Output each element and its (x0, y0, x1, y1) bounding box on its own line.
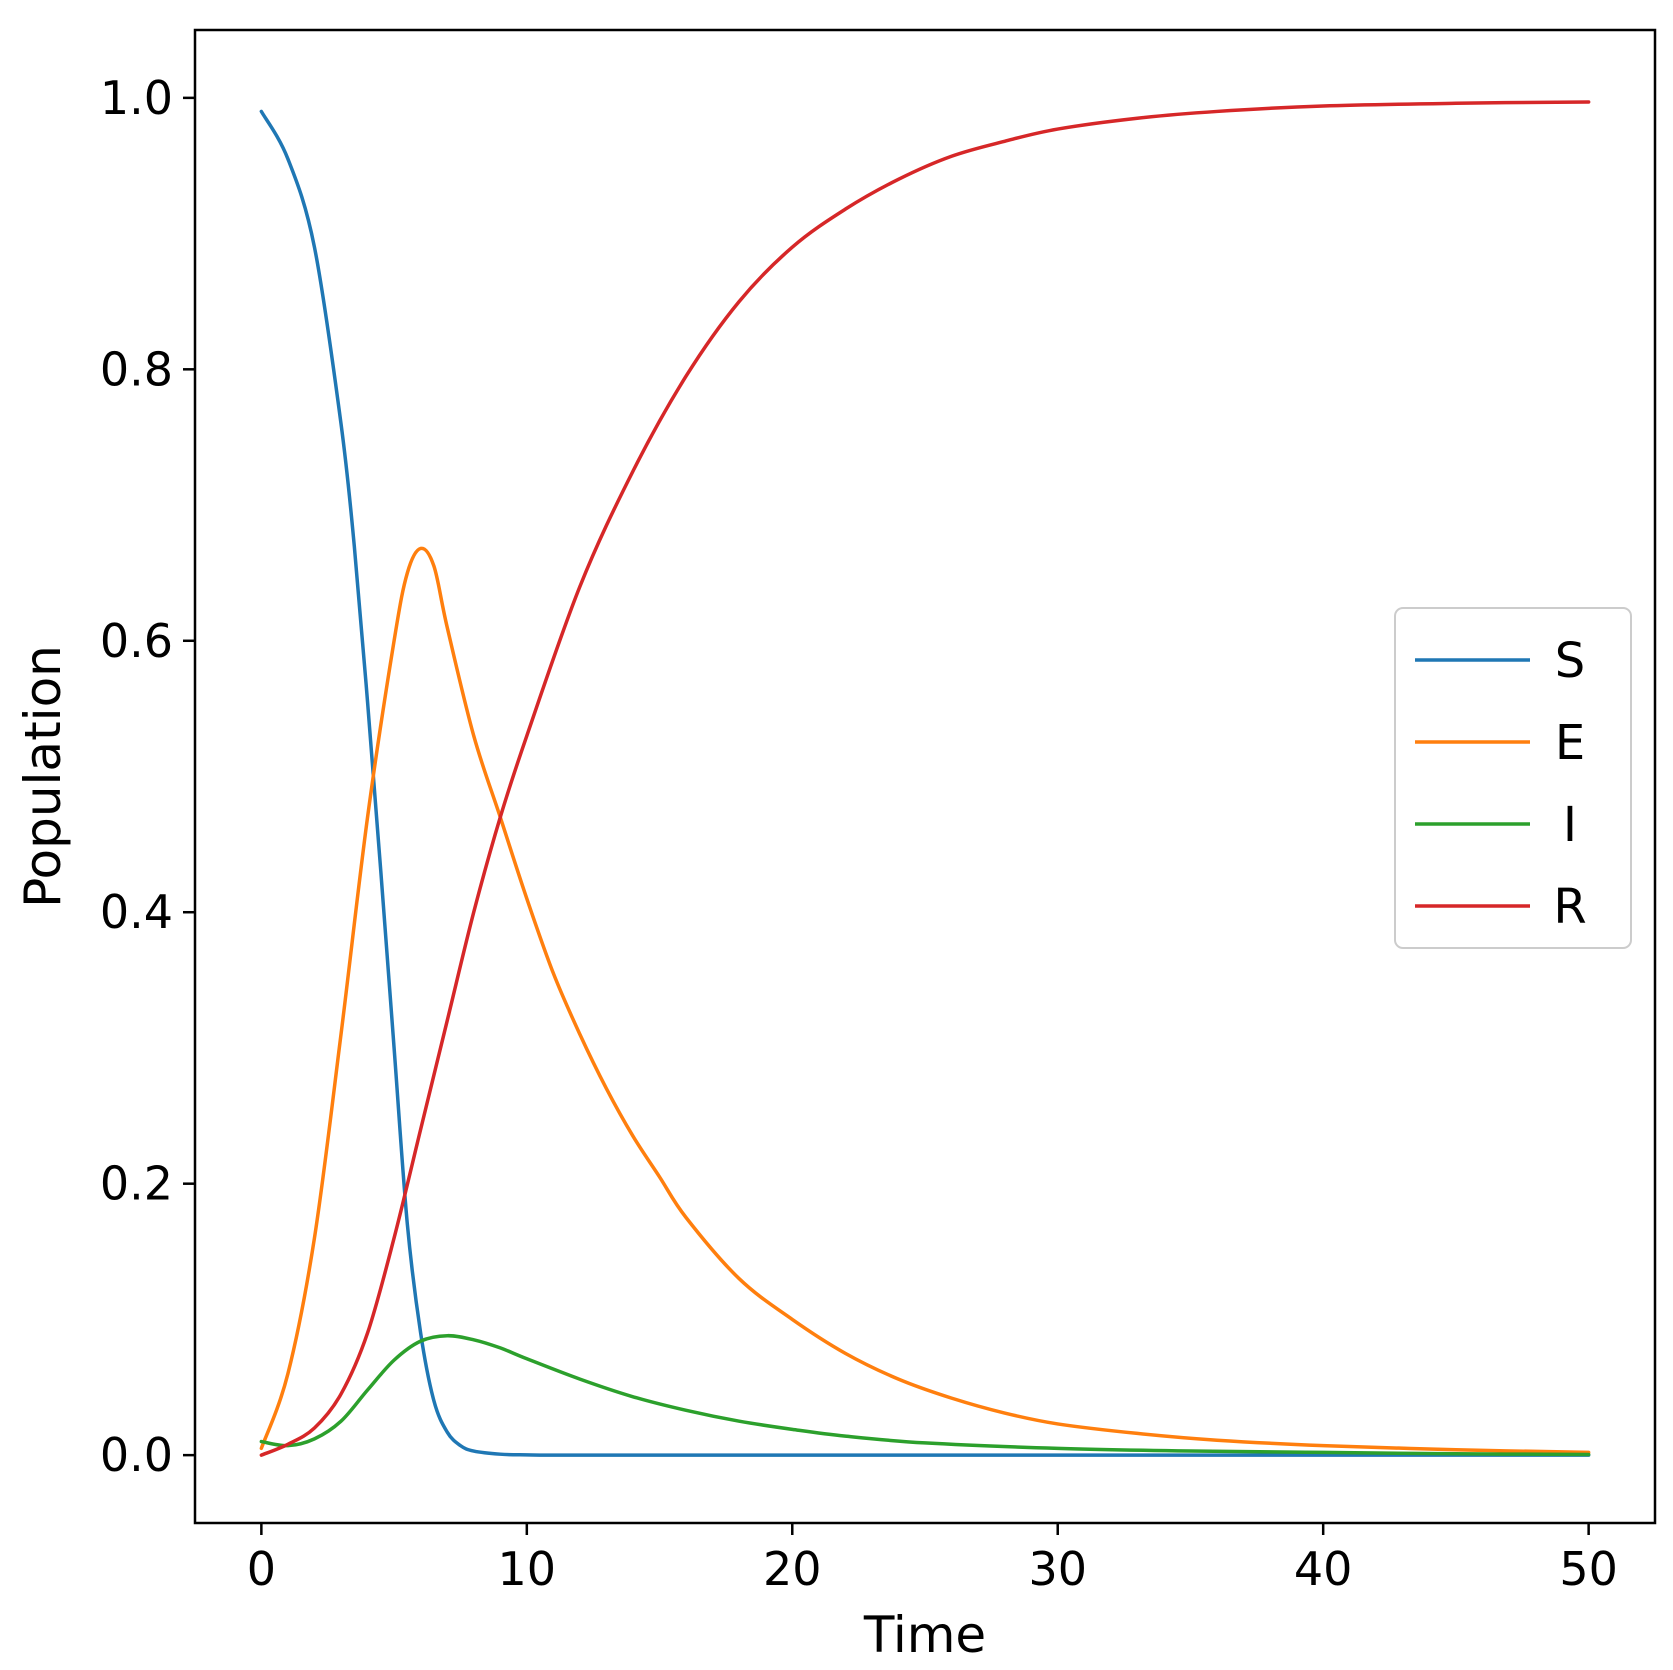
series-line-s (259, 109, 1591, 1457)
series-line-r (259, 100, 1591, 1457)
y-tick-label: 0.6 (100, 614, 173, 668)
series-line-e (259, 546, 1591, 1455)
legend-label-r: R (1553, 879, 1586, 935)
axes-frame (193, 28, 1657, 1525)
y-tick-label: 0.4 (100, 885, 173, 939)
legend-label-i: I (1563, 797, 1577, 853)
x-tick-label: 20 (763, 1542, 822, 1596)
x-tick-label: 30 (1028, 1542, 1087, 1596)
legend-label-e: E (1555, 715, 1585, 771)
x-tick-label: 0 (247, 1542, 276, 1596)
legend-box (1394, 607, 1632, 949)
y-tick-label: 0.8 (100, 342, 173, 396)
series-lines (259, 100, 1591, 1457)
x-tick-label: 40 (1294, 1542, 1353, 1596)
x-axis-label: Time (863, 1606, 986, 1664)
x-tick-label: 50 (1559, 1542, 1618, 1596)
y-tick-label: 0.2 (100, 1157, 173, 1211)
y-axis-label: Population (14, 645, 72, 908)
legend-label-s: S (1555, 633, 1585, 689)
x-tick-label: 10 (498, 1542, 557, 1596)
series-line-i (259, 1333, 1591, 1457)
y-tick-label: 1.0 (100, 71, 173, 125)
y-tick-label: 0.0 (100, 1428, 173, 1482)
x-axis: 0 10 20 30 40 50 (247, 1523, 1618, 1596)
plot-area (193, 28, 1657, 1525)
y-axis: 0.0 0.2 0.4 0.6 0.8 1.0 (100, 71, 195, 1482)
